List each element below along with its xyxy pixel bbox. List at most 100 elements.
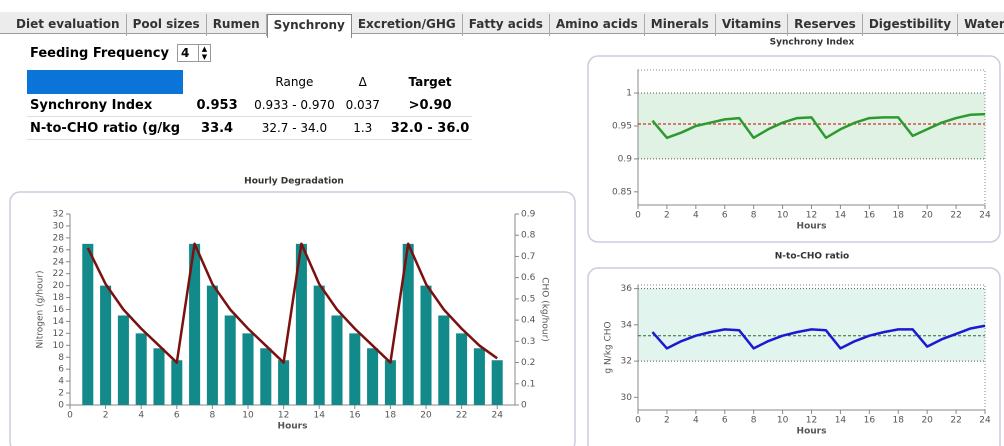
x-tick-label: 0 xyxy=(635,416,641,426)
x-tick-label: 4 xyxy=(693,211,699,221)
cell: 32.0 - 36.0 xyxy=(387,116,473,140)
bar xyxy=(331,315,343,405)
spinner[interactable]: ▲ ▼ xyxy=(198,44,211,62)
tab-bar: Diet evaluation Pool sizes Rumen Synchrony E… xyxy=(0,12,1004,38)
cell: 0.953 xyxy=(183,94,252,117)
cell: N-to-CHO ratio (g/kg xyxy=(27,116,184,140)
tab[interactable]: Minerals xyxy=(645,14,716,36)
tab[interactable]: Synchrony xyxy=(266,14,352,38)
x-tick-label: 24 xyxy=(979,416,991,426)
x-tick-label: 4 xyxy=(138,411,144,421)
input[interactable]: 4 xyxy=(176,44,199,62)
tab[interactable]: Diet evaluation xyxy=(10,14,127,36)
bar xyxy=(313,285,325,405)
x-tick-label: 18 xyxy=(893,416,905,426)
label: Feeding Frequency xyxy=(30,45,169,61)
bar xyxy=(420,285,432,405)
x-tick-label: 12 xyxy=(278,411,289,421)
tab[interactable]: Vitamins xyxy=(716,14,789,36)
x-tick-label: 22 xyxy=(456,411,467,421)
y-tick-label: 18 xyxy=(53,293,65,303)
tab[interactable]: Amino acids xyxy=(550,14,645,36)
x-tick-label: 0 xyxy=(635,211,641,221)
y2-tick-label: 0.6 xyxy=(521,273,536,283)
bar xyxy=(349,333,361,405)
y-axis-label: Nitrogen (g/hour) xyxy=(36,271,46,349)
header-cell: Δ xyxy=(358,75,367,89)
bar xyxy=(367,348,379,405)
tab[interactable]: Digestibility xyxy=(863,14,959,36)
target-band xyxy=(638,288,985,362)
tab[interactable]: Reserves xyxy=(788,14,863,36)
x-tick-label: 14 xyxy=(835,211,847,221)
y2-tick-label: 0 xyxy=(521,401,527,411)
x-tick-label: 8 xyxy=(210,411,216,421)
y-tick-label: 26 xyxy=(53,245,65,255)
bar xyxy=(224,315,236,405)
header-cell xyxy=(27,70,184,94)
bar xyxy=(456,333,468,405)
x-tick-label: 10 xyxy=(242,411,254,421)
x-tick-label: 6 xyxy=(722,211,728,221)
x-tick-label: 22 xyxy=(950,416,961,426)
x-tick-label: 12 xyxy=(806,416,817,426)
y-tick-label: 0 xyxy=(58,401,64,411)
bar xyxy=(242,333,254,405)
x-tick-label: 10 xyxy=(777,211,789,221)
x-tick-label: 18 xyxy=(385,411,397,421)
y2-tick-label: 0.3 xyxy=(521,337,535,347)
bar xyxy=(295,243,307,405)
y-tick-label: 1 xyxy=(626,89,632,99)
y-tick-label: 36 xyxy=(621,284,633,294)
x-tick-label: 0 xyxy=(67,411,73,421)
cell: 0.933 - 0.970 xyxy=(251,94,338,117)
bar xyxy=(82,243,94,405)
x-tick-label: 16 xyxy=(864,416,876,426)
x-tick-label: 2 xyxy=(103,411,109,421)
cell: 1.3 xyxy=(337,116,388,140)
x-tick-label: 24 xyxy=(491,411,503,421)
panel xyxy=(9,191,576,446)
bar xyxy=(438,315,450,405)
y-tick-label: 20 xyxy=(53,281,65,291)
bar xyxy=(100,285,112,405)
cell: 32.7 - 34.0 xyxy=(251,116,338,140)
tab[interactable]: Pool sizes xyxy=(127,14,207,36)
y2-axis-label: CHO (kg/hour) xyxy=(540,277,550,342)
y-tick-label: 8 xyxy=(58,353,64,363)
bar xyxy=(278,360,290,405)
x-tick-label: 20 xyxy=(420,411,432,421)
y-tick-label: 14 xyxy=(53,317,65,327)
bar xyxy=(153,348,165,405)
x-tick-label: 4 xyxy=(693,416,699,426)
bar xyxy=(260,348,272,405)
y-tick-label: 6 xyxy=(58,365,64,375)
y-tick-label: 30 xyxy=(53,221,65,231)
y2-tick-label: 0.8 xyxy=(521,231,536,241)
x-tick-label: 18 xyxy=(893,211,905,221)
tab[interactable]: Fatty acids xyxy=(463,14,550,36)
series-line xyxy=(651,112,986,140)
cell: 33.4 xyxy=(183,116,252,140)
x-tick-label: 2 xyxy=(664,416,670,426)
x-tick-label: 8 xyxy=(751,211,757,221)
y-tick-label: 0.9 xyxy=(618,154,633,164)
y2-tick-label: 0.7 xyxy=(521,252,535,262)
x-tick-label: 20 xyxy=(921,211,933,221)
x-tick-label: 6 xyxy=(722,416,728,426)
tab[interactable]: Water xyxy=(958,14,1004,36)
cell: >0.90 xyxy=(387,94,473,117)
y-axis-label: g N/kg CHO xyxy=(604,321,614,373)
y-tick-label: 24 xyxy=(53,257,65,267)
x-axis-label: Hours xyxy=(278,422,308,432)
x-tick-label: 14 xyxy=(313,411,325,421)
chart-title: Synchrony Index xyxy=(770,38,855,48)
tab[interactable]: Excretion/GHG xyxy=(352,14,463,36)
x-tick-label: 24 xyxy=(979,211,991,221)
tab[interactable]: Rumen xyxy=(207,14,267,36)
y-tick-label: 34 xyxy=(621,320,633,330)
summary-table: Range Δ Target Synchrony Index 0.953 0.933… xyxy=(27,70,473,140)
header-cell: Range xyxy=(275,75,314,89)
